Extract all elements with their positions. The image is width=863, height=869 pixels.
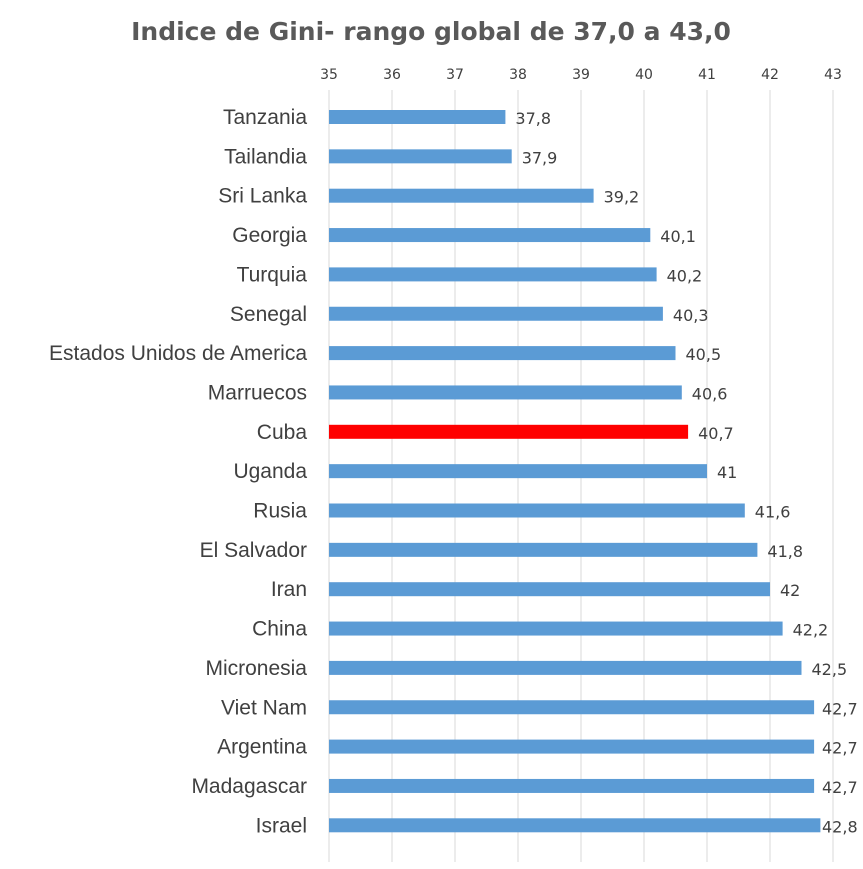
data-label: 42,2 [793, 621, 829, 640]
category-label: Georgia [232, 224, 307, 247]
x-tick-label: 40 [635, 67, 653, 83]
data-label: 42,5 [812, 660, 848, 679]
bar-estados-unidos-de-america [329, 346, 676, 361]
data-label: 42,7 [822, 778, 858, 797]
bar-senegal [329, 306, 663, 321]
bar-turquia [329, 267, 657, 282]
data-labels: 37,8 37,9 39,2 40,1 40,2 40,3 40,5 40,6 40,7 41 41… [515, 109, 857, 836]
category-label: Madagascar [191, 775, 307, 798]
data-label: 37,8 [515, 109, 551, 128]
data-label: 42,7 [822, 739, 858, 758]
category-label: Tailandia [224, 145, 307, 168]
data-label: 42 [780, 581, 800, 600]
x-tick-label: 39 [572, 67, 590, 83]
bar-sri-lanka [329, 188, 594, 203]
data-label: 42,7 [822, 699, 858, 718]
bar-micronesia [329, 660, 802, 675]
category-label: Micronesia [205, 657, 307, 680]
data-label: 40,3 [673, 306, 709, 325]
category-label: Israel [256, 814, 307, 837]
category-label: China [252, 618, 307, 641]
data-label: 42,8 [822, 817, 858, 836]
x-tick-label: 43 [824, 67, 842, 83]
bar-madagascar [329, 778, 815, 793]
data-label: 40,1 [660, 227, 696, 246]
x-tick-label: 41 [698, 67, 716, 83]
category-label: Sri Lanka [218, 185, 307, 208]
category-label: Tanzania [223, 106, 307, 129]
bar-china [329, 621, 783, 636]
bars [329, 110, 821, 833]
data-label: 40,6 [692, 384, 728, 403]
data-label: 40,7 [698, 424, 734, 443]
x-tick-label: 38 [509, 67, 527, 83]
x-tick-label: 35 [320, 67, 338, 83]
bar-argentina [329, 739, 815, 754]
category-label: Cuba [257, 421, 308, 444]
data-label: 41,8 [767, 542, 803, 561]
data-label: 41,6 [755, 503, 791, 522]
category-label: Turquia [237, 263, 308, 286]
category-labels: Tanzania Tailandia Sri Lanka Georgia Turquia… [49, 106, 307, 837]
data-label: 40,5 [686, 345, 722, 364]
bar-iran [329, 582, 770, 597]
category-label: Estados Unidos de America [49, 342, 307, 365]
bar-rusia [329, 503, 745, 518]
x-tick-label: 42 [761, 67, 779, 83]
data-label: 41 [717, 463, 737, 482]
bar-marruecos [329, 385, 682, 400]
category-label: Argentina [217, 736, 307, 759]
bar-el-salvador [329, 542, 758, 557]
bar-israel [329, 818, 821, 833]
bar-cuba [329, 424, 689, 439]
category-label: Rusia [253, 500, 307, 523]
category-label: Uganda [233, 460, 307, 483]
x-tick-label: 37 [446, 67, 464, 83]
bar-uganda [329, 464, 707, 479]
data-label: 39,2 [604, 188, 640, 207]
data-label: 37,9 [522, 148, 558, 167]
data-label: 40,2 [667, 266, 703, 285]
category-label: El Salvador [200, 539, 307, 562]
bar-tailandia [329, 149, 512, 164]
x-tick-label: 36 [383, 67, 401, 83]
x-axis-ticks: 35 36 37 38 39 40 41 42 43 [320, 67, 842, 83]
category-label: Iran [271, 578, 307, 601]
bar-tanzania [329, 110, 506, 124]
bar-georgia [329, 228, 651, 243]
category-label: Marruecos [208, 381, 307, 404]
category-label: Senegal [230, 303, 307, 326]
bar-viet-nam [329, 700, 815, 715]
category-label: Viet Nam [221, 696, 307, 719]
chart-title: Indice de Gini- rango global de 37,0 a 4… [131, 17, 731, 46]
